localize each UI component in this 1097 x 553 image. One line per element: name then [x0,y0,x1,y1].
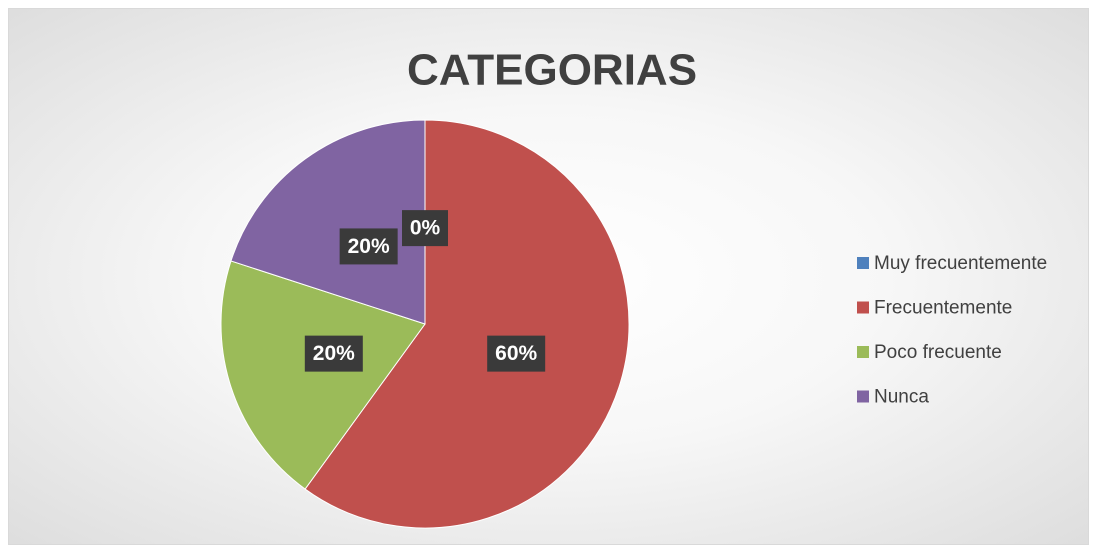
legend-swatch [857,301,869,314]
legend-swatch [857,390,869,403]
legend-label: Frecuentemente [874,298,1012,319]
chart-title: CATEGORIAS [407,46,697,95]
legend-swatch [857,346,869,358]
data-label-box [304,335,363,372]
data-label: 0% [410,217,441,240]
data-label-box [339,228,398,265]
data-label-box [402,210,448,247]
data-label: 20% [313,342,355,365]
data-label-box [487,335,546,372]
legend-label: Nunca [874,387,929,408]
legend-swatch [857,257,869,269]
pie-slice [304,119,630,529]
data-label: 60% [495,342,537,365]
legend-label: Poco frecuente [874,342,1002,363]
pie-slice [230,119,426,325]
pie-slice [220,260,426,490]
legend-label: Muy frecuentemente [874,253,1047,274]
data-label: 20% [348,235,390,258]
